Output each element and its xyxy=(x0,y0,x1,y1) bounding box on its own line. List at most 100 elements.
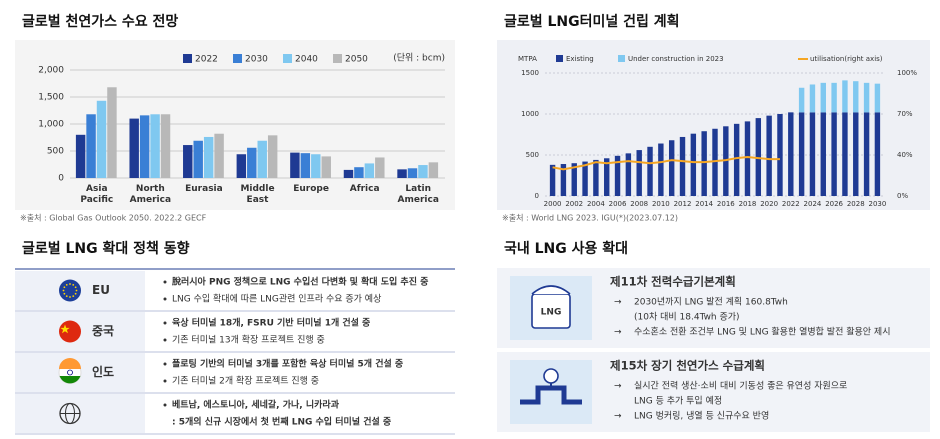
x-tick-label: Middle East xyxy=(240,184,274,205)
arrow: → xyxy=(614,328,622,338)
bar xyxy=(75,134,86,178)
bar xyxy=(798,87,805,113)
x-tick-label: 2020 xyxy=(760,200,778,208)
bar xyxy=(160,114,171,178)
section-title: 글로벌 LNG 확대 정책 동향 xyxy=(22,240,190,257)
x-tick-label: 2000 xyxy=(544,200,562,208)
domestic-boxes: 국내 LNG 사용 확대 LNG 제11차 전력수급기본계획 → 2030년까지 LNG… xyxy=(497,240,930,432)
bar xyxy=(236,154,247,178)
bar xyxy=(723,126,729,196)
x-tick-label: 2012 xyxy=(674,200,692,208)
policy-item: 脫러시아 PNG 정책으로 LNG 수입선 다변화 및 확대 도입 추진 중 xyxy=(172,276,428,288)
bullet xyxy=(163,403,167,407)
bar xyxy=(214,133,224,178)
x-tick-label: 2016 xyxy=(717,200,735,208)
bar xyxy=(647,146,653,196)
flag-star xyxy=(63,292,66,295)
legend-swatch xyxy=(618,55,625,62)
policy-item: 플로팅 기반의 터미널 3개를 포함한 육상 터미널 5개 건설 중 xyxy=(172,358,403,370)
x-tick-label: 2010 xyxy=(652,200,670,208)
box-title: 제15차 장기 천연가스 수급계획 xyxy=(610,359,765,373)
bar xyxy=(874,83,881,113)
bar xyxy=(343,169,354,178)
bar xyxy=(86,114,96,178)
row-label: 중국 xyxy=(92,324,114,338)
box-item: (10차 대비 18.4Twh 증가) xyxy=(634,311,740,323)
bar xyxy=(798,112,805,196)
policy-item: LNG 수입 확대에 따른 LNG관련 인프라 수요 증가 예상 xyxy=(172,293,381,305)
bar xyxy=(636,150,642,196)
bar xyxy=(788,112,794,196)
y-tick-label: 0 xyxy=(58,174,64,184)
y-tick-label: 1,500 xyxy=(38,93,64,103)
y-tick-label: 500 xyxy=(526,151,539,159)
x-tick-label: 2022 xyxy=(782,200,800,208)
bar xyxy=(407,168,418,178)
box-item: LNG 등 추가 투입 예정 xyxy=(634,395,722,407)
bar xyxy=(257,140,267,178)
flag-wheel xyxy=(67,369,73,376)
x-tick-label: Africa xyxy=(350,184,380,194)
source: ※출처 : World LNG 2023. IGU(*)(2023.07.12) xyxy=(502,213,678,223)
legend-swatch xyxy=(283,54,292,63)
bar xyxy=(107,87,117,178)
chart-title: 글로벌 천연가스 수요 전망 xyxy=(22,13,178,30)
valve-icon xyxy=(543,368,559,384)
bar xyxy=(247,147,257,178)
tank-icon xyxy=(531,285,571,295)
bar xyxy=(129,118,139,178)
chart-title: 글로벌 LNG터미널 건립 계획 xyxy=(504,13,680,30)
legend-label: 2022 xyxy=(195,55,218,65)
legend-swatch xyxy=(333,54,342,63)
bar xyxy=(690,133,697,196)
x-tick-label: 2028 xyxy=(847,200,865,208)
bar xyxy=(863,82,870,113)
flag-star xyxy=(74,292,77,295)
bar xyxy=(820,112,826,196)
policy-table: 글로벌 LNG 확대 정책 동향 EU 脫러시아 PNG 정책으로 LNG 수입선 … xyxy=(15,240,455,435)
bar xyxy=(375,157,385,178)
bar xyxy=(831,82,837,113)
bar xyxy=(364,163,375,178)
row-label: EU xyxy=(92,283,110,297)
box-title: 제11차 전력수급기본계획 xyxy=(610,275,736,289)
legend-label: 2050 xyxy=(345,55,368,65)
bar xyxy=(766,115,772,196)
flag-star xyxy=(72,295,75,298)
flag-eu xyxy=(59,279,81,302)
bullet xyxy=(163,321,167,325)
x-tick-label: 2002 xyxy=(565,200,583,208)
bullet xyxy=(163,338,167,342)
flag-star xyxy=(69,283,71,285)
y2-tick-label: 0% xyxy=(897,192,908,200)
icon-label: LNG xyxy=(541,308,562,318)
source: ※출처 : Global Gas Outlook 2050. 2022.2 GE… xyxy=(20,213,207,223)
y-tick-label: 1000 xyxy=(521,110,539,118)
bar xyxy=(604,158,610,196)
bar xyxy=(183,145,193,178)
bar xyxy=(311,154,321,178)
x-tick-label: 2008 xyxy=(630,200,648,208)
arrow: → xyxy=(614,298,622,308)
x-tick-label: Asia Pacific xyxy=(80,184,113,205)
bar xyxy=(733,123,740,196)
box-item: LNG 벙커링, 냉열 등 신규수요 반영 xyxy=(634,410,769,422)
x-tick-label: Europe xyxy=(293,184,329,194)
bar xyxy=(290,152,300,178)
flag-star xyxy=(65,283,68,286)
bar xyxy=(853,81,859,113)
unit: (단위 : bcm) xyxy=(393,53,445,64)
bar xyxy=(863,112,870,196)
bar xyxy=(354,167,364,178)
x-tick-label: 2014 xyxy=(695,200,713,208)
bar xyxy=(582,161,588,196)
legend-label: Under construction in 2023 xyxy=(628,55,724,63)
y-tick-label: 2,000 xyxy=(38,66,64,76)
flag-star xyxy=(72,283,75,286)
bar xyxy=(842,112,848,196)
x-tick-label: 2024 xyxy=(804,200,822,208)
x-tick-label: 2026 xyxy=(825,200,843,208)
x-tick-label: 2030 xyxy=(869,200,887,208)
bar xyxy=(777,114,783,196)
